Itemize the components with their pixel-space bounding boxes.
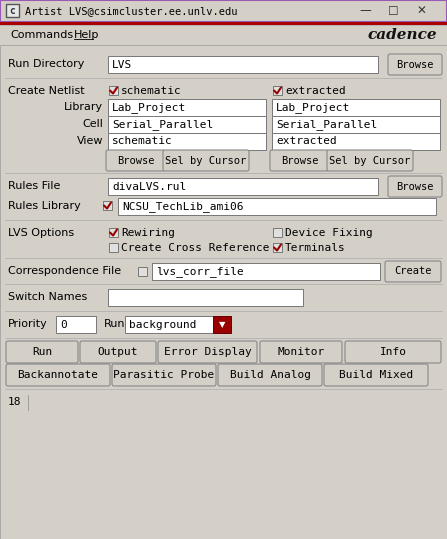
- FancyBboxPatch shape: [108, 99, 266, 116]
- Text: ☐: ☐: [388, 4, 398, 17]
- Text: lvs_corr_file: lvs_corr_file: [156, 266, 244, 277]
- Text: extracted: extracted: [276, 136, 337, 147]
- Text: Sel by Cursor: Sel by Cursor: [329, 155, 411, 165]
- Text: Lab_Project: Lab_Project: [276, 102, 350, 113]
- FancyBboxPatch shape: [213, 316, 231, 333]
- Text: LVS: LVS: [112, 59, 132, 70]
- Text: Lab_Project: Lab_Project: [112, 102, 186, 113]
- Text: c: c: [9, 5, 16, 16]
- Text: Help: Help: [74, 30, 99, 40]
- Text: divaLVS.rul: divaLVS.rul: [112, 182, 186, 191]
- FancyBboxPatch shape: [108, 178, 378, 195]
- Text: Library: Library: [64, 102, 103, 112]
- FancyBboxPatch shape: [125, 316, 213, 333]
- Text: cadence: cadence: [367, 28, 437, 42]
- Text: Browse: Browse: [281, 155, 318, 165]
- FancyBboxPatch shape: [272, 133, 440, 150]
- Text: —: —: [359, 4, 371, 17]
- FancyBboxPatch shape: [6, 364, 110, 386]
- Text: schematic: schematic: [121, 86, 182, 96]
- FancyBboxPatch shape: [272, 116, 440, 133]
- Text: Backannotate: Backannotate: [17, 370, 98, 380]
- Text: Cell: Cell: [82, 119, 103, 129]
- Text: 18: 18: [8, 397, 21, 407]
- FancyBboxPatch shape: [345, 341, 441, 363]
- FancyBboxPatch shape: [80, 341, 156, 363]
- FancyBboxPatch shape: [0, 22, 447, 25]
- Text: Sel by Cursor: Sel by Cursor: [165, 155, 247, 165]
- FancyBboxPatch shape: [0, 25, 447, 45]
- FancyBboxPatch shape: [385, 261, 441, 282]
- Text: Commands: Commands: [10, 30, 73, 40]
- FancyBboxPatch shape: [0, 45, 447, 539]
- Text: Rules File: Rules File: [8, 181, 60, 191]
- FancyBboxPatch shape: [273, 228, 282, 237]
- Text: Create Netlist: Create Netlist: [8, 86, 84, 96]
- Text: Error Display: Error Display: [164, 347, 251, 357]
- Text: ✕: ✕: [416, 4, 426, 17]
- Text: ▼: ▼: [219, 320, 225, 329]
- FancyBboxPatch shape: [273, 86, 282, 95]
- Text: Run Directory: Run Directory: [8, 59, 84, 69]
- Text: Run: Run: [104, 319, 126, 329]
- Text: background: background: [129, 320, 197, 329]
- FancyBboxPatch shape: [272, 99, 440, 116]
- FancyBboxPatch shape: [109, 243, 118, 252]
- FancyBboxPatch shape: [109, 86, 118, 95]
- Text: Priority: Priority: [8, 319, 48, 329]
- FancyBboxPatch shape: [0, 0, 447, 22]
- Text: Browse: Browse: [396, 182, 434, 191]
- Text: View: View: [76, 136, 103, 146]
- Text: Correspondence File: Correspondence File: [8, 266, 121, 276]
- FancyBboxPatch shape: [388, 176, 442, 197]
- Text: Info: Info: [380, 347, 406, 357]
- Text: Serial_Parallel: Serial_Parallel: [112, 119, 213, 130]
- FancyBboxPatch shape: [56, 316, 96, 333]
- FancyBboxPatch shape: [273, 243, 282, 252]
- Text: Build Analog: Build Analog: [229, 370, 311, 380]
- Text: Create: Create: [394, 266, 432, 277]
- Text: Terminals: Terminals: [285, 243, 346, 253]
- Text: Serial_Parallel: Serial_Parallel: [276, 119, 377, 130]
- FancyBboxPatch shape: [158, 341, 257, 363]
- FancyBboxPatch shape: [218, 364, 322, 386]
- FancyBboxPatch shape: [109, 228, 118, 237]
- FancyBboxPatch shape: [6, 4, 19, 17]
- FancyBboxPatch shape: [388, 54, 442, 75]
- Text: Browse: Browse: [396, 59, 434, 70]
- Text: Rules Library: Rules Library: [8, 201, 81, 211]
- Text: 0: 0: [60, 320, 67, 329]
- Text: Output: Output: [98, 347, 138, 357]
- FancyBboxPatch shape: [108, 133, 266, 150]
- Text: Create Cross Reference: Create Cross Reference: [121, 243, 270, 253]
- Text: Rewiring: Rewiring: [121, 228, 175, 238]
- FancyBboxPatch shape: [108, 289, 303, 306]
- FancyBboxPatch shape: [324, 364, 428, 386]
- Text: Parasitic Probe: Parasitic Probe: [114, 370, 215, 380]
- FancyBboxPatch shape: [108, 56, 378, 73]
- FancyBboxPatch shape: [6, 341, 78, 363]
- Text: NCSU_TechLib_ami06: NCSU_TechLib_ami06: [122, 201, 244, 212]
- FancyBboxPatch shape: [327, 150, 413, 171]
- Text: Browse: Browse: [117, 155, 154, 165]
- FancyBboxPatch shape: [106, 150, 165, 171]
- Text: LVS Options: LVS Options: [8, 228, 74, 238]
- FancyBboxPatch shape: [118, 198, 436, 215]
- Text: Monitor: Monitor: [278, 347, 325, 357]
- FancyBboxPatch shape: [108, 116, 266, 133]
- FancyBboxPatch shape: [163, 150, 249, 171]
- Text: Device Fixing: Device Fixing: [285, 228, 373, 238]
- Text: Switch Names: Switch Names: [8, 292, 87, 302]
- Text: extracted: extracted: [285, 86, 346, 96]
- FancyBboxPatch shape: [260, 341, 342, 363]
- Text: Build Mixed: Build Mixed: [339, 370, 413, 380]
- FancyBboxPatch shape: [270, 150, 329, 171]
- Text: schematic: schematic: [112, 136, 173, 147]
- FancyBboxPatch shape: [103, 201, 112, 210]
- FancyBboxPatch shape: [138, 267, 147, 276]
- Text: Run: Run: [32, 347, 52, 357]
- FancyBboxPatch shape: [152, 263, 380, 280]
- Text: Artist LVS@csimcluster.ee.unlv.edu: Artist LVS@csimcluster.ee.unlv.edu: [25, 6, 237, 16]
- FancyBboxPatch shape: [112, 364, 216, 386]
